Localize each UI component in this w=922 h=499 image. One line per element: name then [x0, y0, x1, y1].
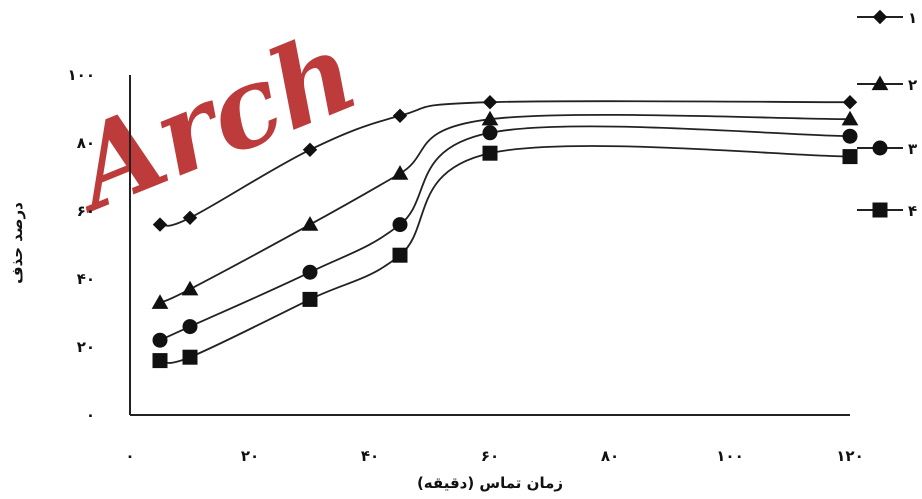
legend-marker	[871, 75, 889, 91]
data-point	[301, 216, 319, 231]
legend-item: ۲	[857, 75, 917, 94]
data-point	[302, 264, 318, 280]
data-point	[842, 149, 858, 165]
legend-item: ۱	[857, 9, 917, 27]
x-tick-label: ۴۰	[361, 447, 379, 465]
series-1	[152, 94, 858, 232]
data-point	[152, 332, 168, 348]
x-tick-label: ۰	[125, 447, 134, 465]
legend-item: ۳	[857, 140, 917, 158]
axes: ۰ ۲۰ ۴۰ ۶۰ ۸۰ ۱۰۰ ۰ ۲۰ ۴۰ ۶۰ ۸۰ ۱۰۰ ۱۲۰	[68, 66, 864, 465]
data-point	[182, 349, 198, 365]
series-layer	[151, 94, 859, 369]
data-point	[482, 94, 498, 110]
legend-label: ۴	[908, 202, 917, 220]
data-point	[152, 353, 168, 369]
legend-item: ۴	[857, 202, 917, 220]
watermark: Arch	[48, 6, 374, 238]
y-tick-label: ۸۰	[77, 134, 95, 152]
data-point	[391, 165, 409, 180]
y-tick-label: ۴۰	[77, 270, 95, 288]
data-point	[182, 319, 198, 335]
data-point	[841, 110, 859, 126]
data-point	[482, 145, 498, 161]
data-point	[842, 128, 858, 144]
data-point	[482, 125, 498, 141]
x-tick-label: ۱۲۰	[836, 447, 863, 465]
x-tick-label: ۲۰	[241, 447, 259, 465]
data-point	[302, 291, 318, 307]
y-tick-label: ۰	[86, 406, 95, 424]
x-axis-title: زمان تماس (دقیقه)	[417, 474, 563, 492]
series-2	[151, 110, 859, 309]
data-point	[392, 247, 408, 263]
series-3	[152, 125, 858, 348]
legend: ۱ ۲ ۳ ۴	[857, 9, 917, 220]
y-tick-label: ۶۰	[77, 202, 95, 220]
data-point	[842, 94, 858, 110]
data-point	[392, 108, 408, 124]
y-tick-label: ۱۰۰	[68, 66, 95, 84]
legend-marker	[872, 202, 888, 218]
y-axis-title: درصد حذف	[8, 202, 26, 284]
data-point	[152, 217, 168, 232]
data-point	[302, 142, 318, 158]
data-point	[182, 210, 198, 226]
legend-label: ۲	[908, 76, 917, 94]
x-tick-label: ۶۰	[481, 447, 499, 465]
legend-marker	[872, 9, 888, 25]
data-point	[481, 110, 499, 126]
data-point	[392, 217, 408, 233]
legend-marker	[872, 140, 888, 156]
y-tick-label: ۲۰	[77, 338, 95, 356]
x-tick-label: ۸۰	[601, 447, 619, 465]
series-4	[152, 145, 858, 369]
series-line	[159, 145, 851, 364]
legend-label: ۳	[908, 140, 917, 158]
legend-label: ۱	[908, 9, 917, 27]
data-point	[151, 294, 169, 309]
data-point	[181, 280, 199, 296]
x-tick-label: ۱۰۰	[716, 447, 743, 465]
